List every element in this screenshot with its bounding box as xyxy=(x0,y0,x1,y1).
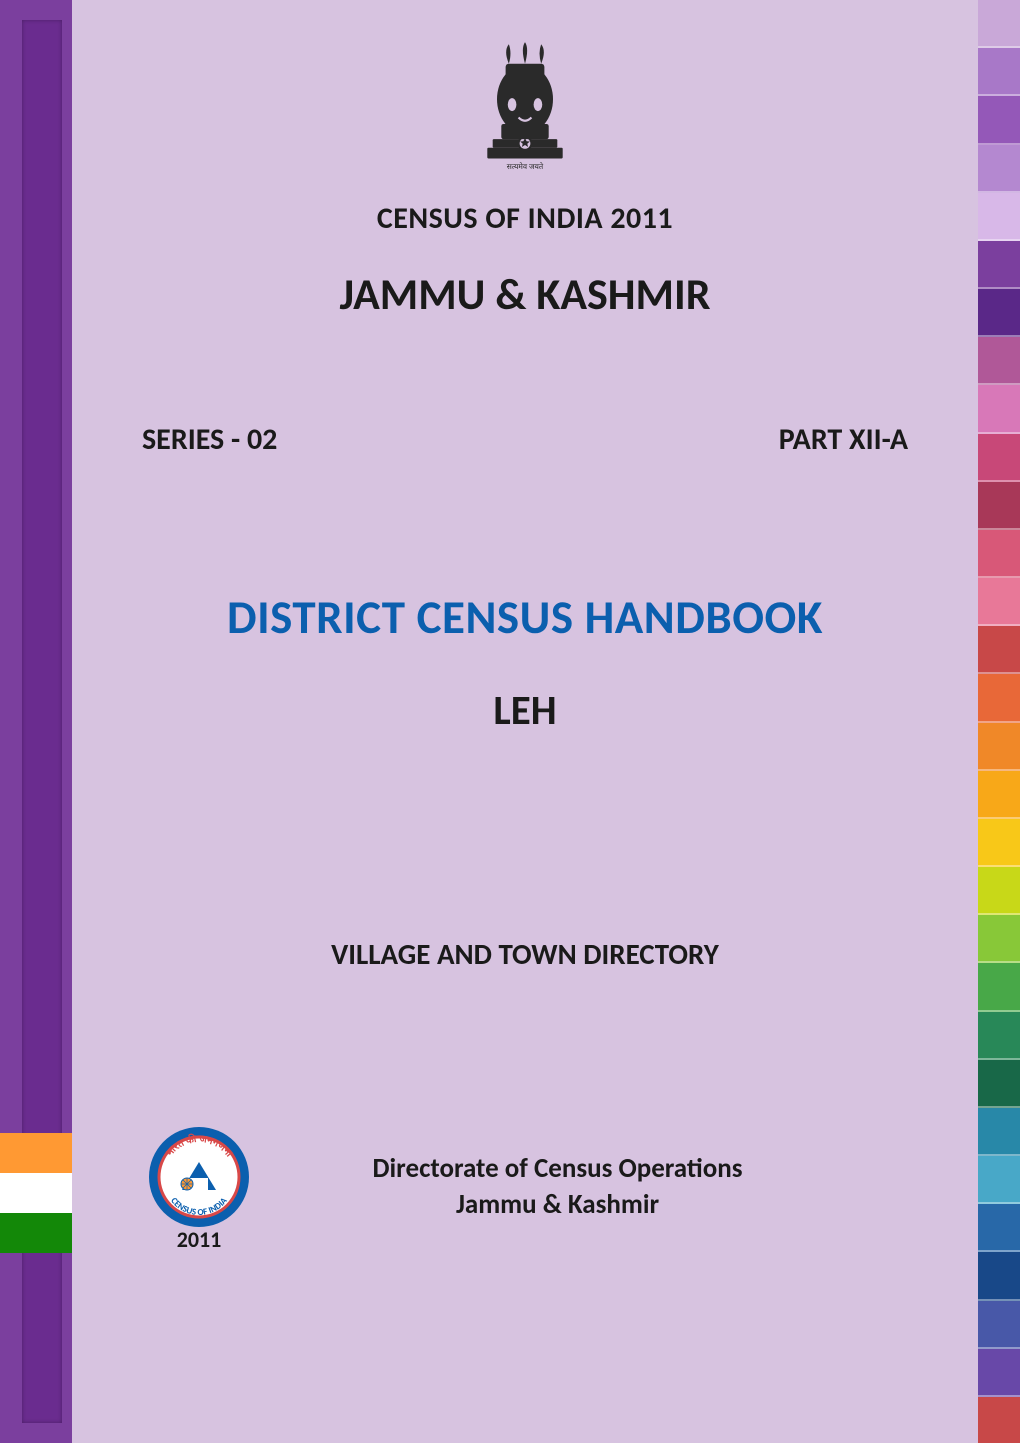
national-emblem-icon: सत्यमेव जयते xyxy=(470,40,580,180)
color-tab xyxy=(978,626,1020,674)
svg-text:सत्यमेव जयते: सत्यमेव जयते xyxy=(507,162,544,171)
census-heading: CENSUS OF INDIA 2011 xyxy=(377,200,673,237)
color-tab xyxy=(978,0,1020,48)
flag-white xyxy=(0,1173,72,1213)
color-tab xyxy=(978,1349,1020,1397)
color-tab xyxy=(978,434,1020,482)
state-heading: JAMMU & KASHMIR xyxy=(339,267,710,321)
census-logo-icon: भारत की जनगणना CENSUS OF INDIA 2011 xyxy=(142,1122,257,1252)
main-title: DISTRICT CENSUS HANDBOOK xyxy=(227,588,823,646)
logo-year-text: 2011 xyxy=(177,1226,222,1252)
left-spine xyxy=(0,0,72,1443)
color-index-bar xyxy=(978,0,1020,1443)
footer-text: Directorate of Census Operations Jammu &… xyxy=(287,1151,918,1224)
color-tab xyxy=(978,1252,1020,1300)
color-tab xyxy=(978,1012,1020,1060)
color-tab xyxy=(978,193,1020,241)
color-tab xyxy=(978,723,1020,771)
color-tab xyxy=(978,819,1020,867)
color-tab xyxy=(978,337,1020,385)
flag-green xyxy=(0,1213,72,1253)
color-tab xyxy=(978,771,1020,819)
color-tab xyxy=(978,915,1020,963)
color-tab xyxy=(978,385,1020,433)
color-tab xyxy=(978,1108,1020,1156)
color-tab xyxy=(978,48,1020,96)
color-tab xyxy=(978,96,1020,144)
color-tab xyxy=(978,241,1020,289)
flag-saffron xyxy=(0,1133,72,1173)
part-label: PART XII-A xyxy=(779,421,908,458)
color-tab xyxy=(978,289,1020,337)
color-tab xyxy=(978,578,1020,626)
color-tab xyxy=(978,145,1020,193)
color-tab xyxy=(978,1156,1020,1204)
color-tab xyxy=(978,674,1020,722)
india-flag-block xyxy=(0,1133,72,1253)
footer-line1: Directorate of Census Operations xyxy=(373,1152,743,1185)
color-tab xyxy=(978,963,1020,1011)
color-tab xyxy=(978,1397,1020,1443)
footer-line2: Jammu & Kashmir xyxy=(456,1188,659,1221)
color-tab xyxy=(978,867,1020,915)
color-tab xyxy=(978,1301,1020,1349)
document-cover: सत्यमेव जयते CENSUS OF INDIA 2011 JAMMU … xyxy=(0,0,1020,1443)
footer-row: भारत की जनगणना CENSUS OF INDIA 2011 xyxy=(132,1122,918,1252)
series-part-row: SERIES - 02 PART XII-A xyxy=(132,421,918,458)
subtitle: VILLAGE AND TOWN DIRECTORY xyxy=(331,936,719,972)
district-name: LEH xyxy=(493,686,556,736)
color-tab xyxy=(978,482,1020,530)
main-content: सत्यमेव जयते CENSUS OF INDIA 2011 JAMMU … xyxy=(72,0,978,1443)
color-tab xyxy=(978,1060,1020,1108)
color-tab xyxy=(978,530,1020,578)
series-label: SERIES - 02 xyxy=(142,421,277,458)
color-tab xyxy=(978,1204,1020,1252)
